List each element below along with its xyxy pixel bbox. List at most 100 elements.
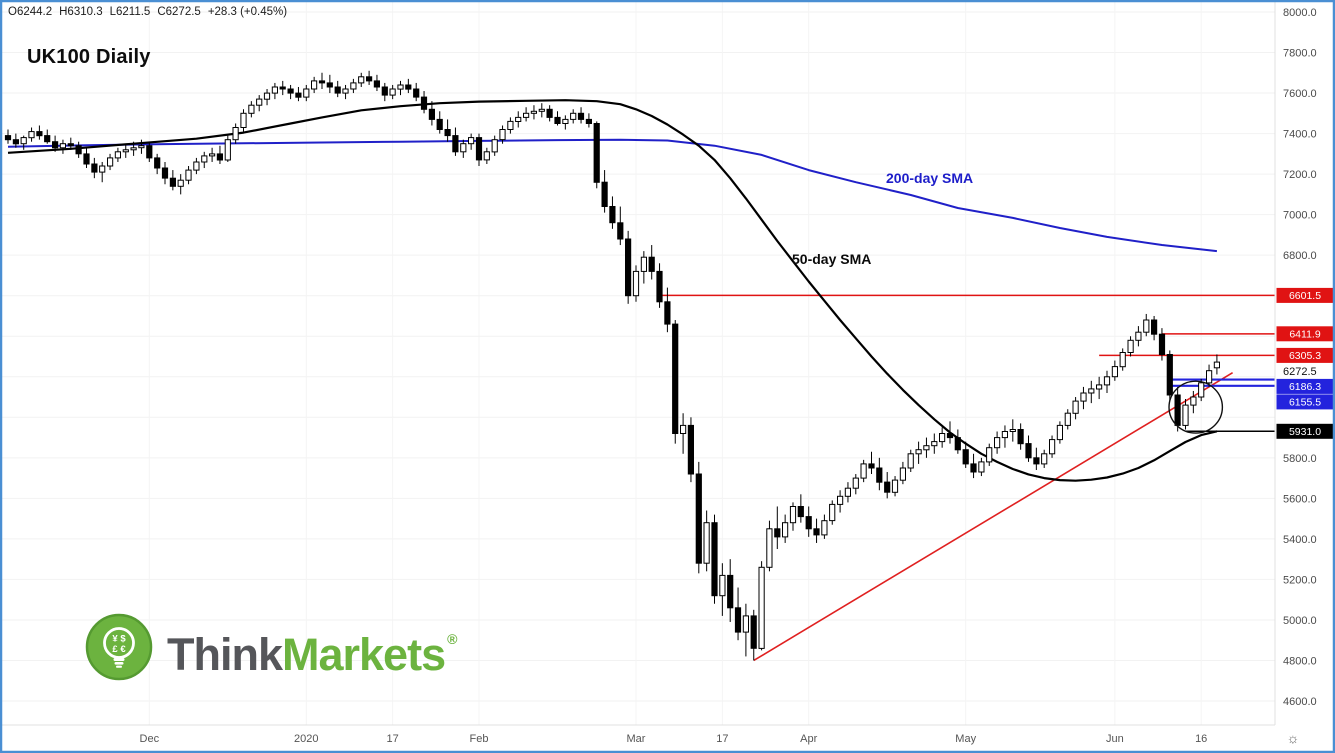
level-price-label bbox=[1276, 347, 1334, 363]
time-tick-label: Feb bbox=[470, 733, 489, 745]
candle bbox=[1009, 429, 1016, 432]
candle bbox=[680, 424, 687, 434]
candle bbox=[342, 88, 349, 94]
candle bbox=[201, 155, 208, 163]
candle bbox=[1001, 431, 1008, 439]
candle bbox=[593, 123, 600, 183]
level-price-label bbox=[1276, 378, 1334, 394]
candle bbox=[1080, 392, 1087, 402]
candle bbox=[844, 487, 851, 497]
candle bbox=[303, 88, 310, 98]
theme-icon[interactable]: ☼ bbox=[1287, 730, 1300, 746]
current-price-label: 6272.5 bbox=[1283, 366, 1317, 378]
price-tick-label: 4800.0 bbox=[1283, 655, 1317, 667]
candle bbox=[837, 495, 844, 505]
candle bbox=[99, 165, 106, 173]
price-tick-label: 5600.0 bbox=[1283, 493, 1317, 505]
candle bbox=[44, 135, 51, 143]
candle bbox=[1182, 404, 1189, 426]
candle bbox=[1127, 339, 1134, 353]
candle bbox=[1111, 366, 1119, 378]
candle bbox=[923, 445, 930, 451]
candle bbox=[1166, 354, 1173, 396]
sma50-line[interactable] bbox=[7, 99, 1218, 482]
candle bbox=[436, 118, 443, 131]
low-value: L6211.5 bbox=[109, 6, 151, 18]
candle bbox=[52, 141, 59, 149]
lightbulb-icon: ¥ $ £ € bbox=[85, 613, 153, 681]
svg-text:6155.5: 6155.5 bbox=[1289, 397, 1321, 409]
candle bbox=[515, 116, 522, 123]
candle bbox=[311, 80, 318, 90]
candle bbox=[946, 433, 954, 439]
candle bbox=[530, 110, 537, 114]
candle bbox=[389, 88, 396, 96]
candle bbox=[538, 108, 545, 112]
price-tick-label: 7000.0 bbox=[1283, 210, 1317, 222]
candle bbox=[711, 522, 718, 597]
thinkmarkets-logo: ¥ $ £ € ThinkMarkets ® bbox=[84, 604, 457, 690]
candle bbox=[381, 86, 388, 96]
candle bbox=[1033, 457, 1040, 465]
candle bbox=[271, 86, 278, 94]
candle bbox=[1151, 319, 1158, 335]
candle bbox=[632, 270, 640, 297]
candle bbox=[75, 145, 82, 155]
candle bbox=[185, 169, 192, 181]
level-price-label bbox=[1276, 394, 1334, 410]
time-tick-label: Jun bbox=[1106, 733, 1124, 745]
candle bbox=[12, 139, 19, 145]
price-axis[interactable]: 8000.0 7800.0 7600.0 7400.0 7200.0 7000.0 6800… bbox=[1274, 0, 1335, 753]
candle bbox=[1119, 352, 1126, 368]
candle bbox=[169, 177, 177, 187]
time-tick-label: Dec bbox=[140, 733, 160, 745]
sma200-line[interactable] bbox=[7, 138, 1218, 253]
candle bbox=[107, 157, 114, 167]
candle bbox=[601, 181, 608, 207]
candle bbox=[405, 84, 412, 90]
svg-text:6411.9: 6411.9 bbox=[1289, 329, 1320, 341]
ascending-trendline[interactable] bbox=[753, 372, 1234, 662]
price-tick-label: 8000.0 bbox=[1283, 7, 1317, 19]
candle bbox=[452, 135, 459, 153]
candle bbox=[727, 574, 734, 609]
candle bbox=[413, 88, 420, 98]
time-axis[interactable]: Dec 2020 17 Feb Mar 17 Apr May Jun 16 ☼ bbox=[0, 724, 1335, 753]
candle bbox=[130, 147, 137, 151]
candle bbox=[279, 86, 286, 90]
time-tick-label: Apr bbox=[800, 733, 817, 745]
candle bbox=[1088, 388, 1095, 394]
currency-symbols-row2: £ € bbox=[112, 644, 126, 655]
price-tick-label: 7800.0 bbox=[1283, 48, 1317, 60]
candle bbox=[295, 92, 302, 98]
logo-think: Think bbox=[167, 629, 283, 680]
candle bbox=[468, 137, 475, 145]
candle bbox=[852, 477, 859, 489]
candle bbox=[797, 506, 804, 518]
time-tick-label: 17 bbox=[387, 733, 399, 745]
candle bbox=[884, 481, 891, 493]
time-tick-label: Mar bbox=[627, 733, 646, 745]
chart-title: UK100 Diaily bbox=[27, 46, 151, 68]
candle bbox=[507, 120, 514, 131]
candle bbox=[939, 433, 946, 443]
candle bbox=[373, 80, 380, 88]
candle bbox=[138, 145, 145, 149]
candle bbox=[1198, 382, 1205, 398]
candle bbox=[625, 238, 632, 297]
candle bbox=[1049, 439, 1056, 455]
candle bbox=[177, 179, 184, 187]
candle bbox=[523, 112, 530, 118]
sma200-annotation-label: 200-day SMA bbox=[886, 170, 974, 186]
candle bbox=[774, 528, 781, 538]
candle bbox=[366, 76, 373, 82]
price-tick-label: 5400.0 bbox=[1283, 534, 1317, 546]
time-tick-label: 2020 bbox=[294, 733, 318, 745]
time-tick-label: May bbox=[955, 733, 976, 745]
candle bbox=[318, 80, 326, 84]
horizontal-levels[interactable] bbox=[659, 294, 1275, 433]
candle bbox=[640, 256, 647, 272]
ellipse-annotation[interactable] bbox=[1168, 380, 1224, 434]
